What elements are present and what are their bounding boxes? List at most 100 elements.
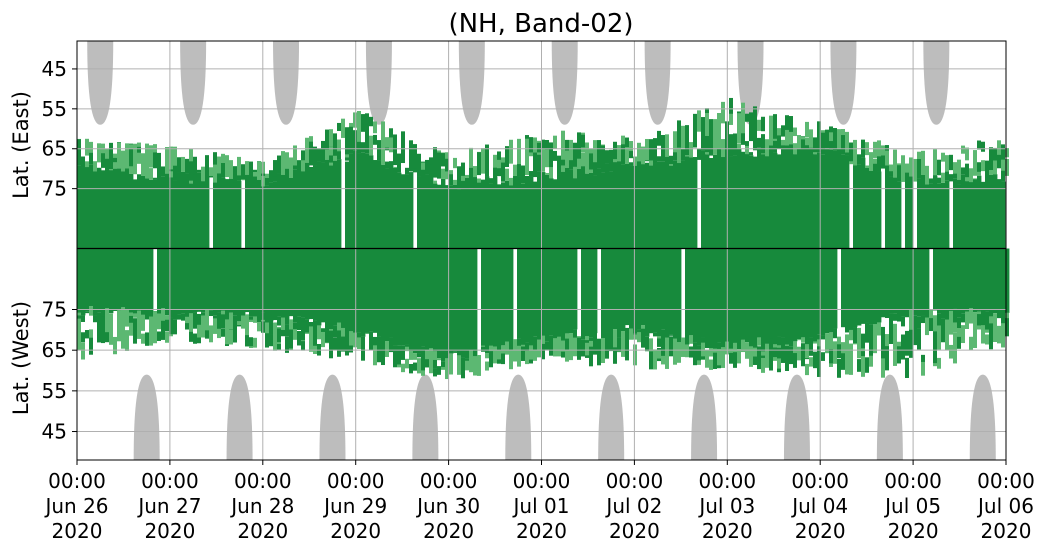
aurora-core-east — [181, 171, 186, 249]
aurora-patch-east — [797, 145, 801, 149]
aurora-core-east — [397, 172, 402, 249]
daylight-region-west — [412, 374, 439, 460]
aurora-patch-east — [885, 150, 889, 166]
aurora-patch-east — [213, 177, 217, 183]
aurora-patch-west — [633, 344, 637, 366]
aurora-patch-east — [769, 134, 773, 146]
aurora-patch-west — [717, 348, 721, 366]
aurora-core-west — [657, 248, 662, 337]
aurora-core-east — [385, 168, 390, 249]
aurora-patch-west — [721, 347, 725, 361]
aurora-core-west — [433, 248, 438, 352]
aurora-patch-west — [301, 341, 305, 351]
aurora-patch-west — [717, 342, 721, 349]
aurora-patch-west — [881, 352, 885, 378]
aurora-patch-west — [349, 331, 353, 346]
aurora-patch-west — [125, 309, 129, 323]
aurora-patch-west — [489, 345, 493, 352]
aurora-patch-east — [249, 174, 253, 176]
aurora-core-west — [989, 248, 994, 317]
aurora-patch-west — [605, 336, 609, 359]
aurora-core-west — [165, 248, 170, 316]
aurora-patch-east — [265, 178, 269, 186]
aurora-patch-east — [273, 176, 277, 182]
aurora-core-east — [609, 171, 614, 249]
aurora-core-east — [533, 181, 538, 249]
aurora-patch-west — [81, 315, 85, 322]
aurora-patch-east — [729, 134, 733, 157]
x-tick-label-line: 00:00 — [420, 469, 478, 493]
aurora-patch-east — [377, 152, 381, 161]
aurora-patch-east — [469, 167, 473, 189]
aurora-core-west — [805, 248, 810, 345]
aurora-patch-east — [205, 155, 209, 176]
aurora-patch-west — [613, 347, 617, 363]
x-tick-label-line: 2020 — [516, 519, 567, 543]
aurora-patch-west — [281, 317, 285, 330]
aurora-patch-east — [173, 165, 177, 178]
x-tick-label-line: 00:00 — [606, 469, 664, 493]
aurora-core-east — [673, 160, 678, 249]
aurora-core-west — [429, 248, 434, 349]
aurora-core-west — [125, 248, 130, 310]
aurora-patch-east — [337, 146, 341, 160]
aurora-patch-east — [549, 142, 553, 168]
aurora-patch-east — [545, 147, 549, 168]
aurora-core-east — [793, 154, 798, 249]
y-axis-label-west: Lat. (West) — [9, 301, 33, 415]
aurora-core-west — [269, 248, 274, 322]
aurora-core-east — [305, 162, 310, 249]
aurora-patch-east — [189, 161, 193, 181]
aurora-core-east — [577, 169, 582, 249]
aurora-core-east — [245, 174, 250, 249]
aurora-core-west — [677, 248, 682, 343]
aurora-core-west — [753, 248, 758, 348]
aurora-patch-west — [837, 336, 841, 345]
aurora-patch-east — [445, 158, 449, 172]
aurora-patch-east — [285, 152, 289, 169]
aurora-core-west — [553, 248, 558, 339]
aurora-patch-east — [337, 139, 341, 152]
aurora-core-west — [701, 248, 706, 338]
aurora-patch-east — [237, 172, 241, 181]
aurora-core-east — [965, 181, 970, 249]
aurora-patch-east — [729, 97, 733, 123]
aurora-patch-west — [633, 333, 637, 340]
aurora-patch-east — [873, 141, 877, 158]
aurora-patch-east — [909, 166, 913, 177]
aurora-patch-east — [317, 148, 321, 162]
aurora-patch-east — [701, 129, 705, 151]
aurora-patch-west — [677, 342, 681, 347]
aurora-patch-east — [625, 144, 629, 164]
aurora-patch-west — [133, 313, 137, 318]
aurora-core-east — [165, 173, 170, 249]
aurora-patch-east — [473, 182, 477, 184]
aurora-patch-east — [629, 141, 633, 152]
aurora-core-east — [593, 175, 598, 249]
aurora-patch-west — [913, 333, 917, 343]
aurora-patch-east — [557, 155, 561, 175]
aurora-patch-west — [201, 312, 205, 338]
aurora-patch-east — [477, 178, 481, 183]
aurora-patch-west — [269, 321, 273, 335]
aurora-core-east — [545, 174, 550, 249]
aurora-core-east — [329, 165, 334, 249]
aurora-patch-east — [433, 147, 437, 174]
aurora-patch-east — [601, 145, 605, 173]
aurora-core-east — [369, 155, 374, 249]
aurora-patch-west — [933, 315, 937, 339]
x-tick-label-line: 00:00 — [327, 469, 385, 493]
aurora-patch-east — [241, 179, 245, 181]
aurora-patch-west — [137, 330, 141, 339]
aurora-core-east — [345, 161, 350, 249]
aurora-core-west — [449, 248, 454, 354]
aurora-core-east — [997, 179, 1002, 249]
aurora-core-west — [309, 248, 314, 320]
aurora-patch-east — [633, 156, 637, 166]
aurora-core-west — [749, 248, 754, 347]
aurora-patch-east — [693, 113, 697, 146]
aurora-patch-east — [521, 165, 525, 184]
aurora-patch-west — [553, 338, 557, 357]
aurora-patch-east — [421, 162, 425, 171]
aurora-patch-east — [393, 139, 397, 166]
